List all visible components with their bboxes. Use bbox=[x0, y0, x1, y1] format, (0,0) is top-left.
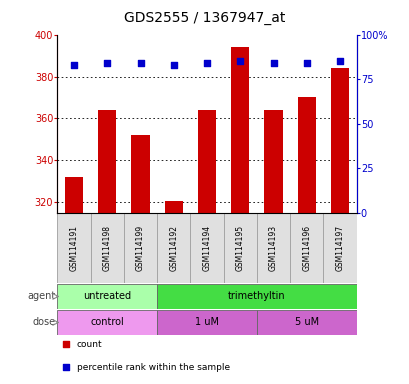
Text: control: control bbox=[90, 318, 124, 328]
Text: count: count bbox=[76, 340, 102, 349]
Bar bbox=[157, 310, 256, 335]
Bar bbox=[297, 98, 315, 213]
Bar bbox=[164, 201, 182, 213]
Bar bbox=[264, 110, 282, 213]
Bar bbox=[190, 213, 223, 283]
Text: GSM114192: GSM114192 bbox=[169, 225, 178, 271]
Bar bbox=[256, 213, 290, 283]
Text: untreated: untreated bbox=[83, 291, 131, 301]
Text: GSM114193: GSM114193 bbox=[268, 225, 277, 271]
Bar bbox=[157, 213, 190, 283]
Bar bbox=[323, 213, 356, 283]
Text: trimethyltin: trimethyltin bbox=[227, 291, 285, 301]
Bar bbox=[330, 68, 348, 213]
Point bbox=[170, 62, 177, 68]
Bar bbox=[223, 213, 256, 283]
Text: dose: dose bbox=[33, 318, 56, 328]
Point bbox=[203, 60, 210, 66]
Point bbox=[137, 60, 144, 66]
Bar bbox=[198, 110, 216, 213]
Bar bbox=[65, 177, 83, 213]
Bar bbox=[131, 135, 149, 213]
Bar bbox=[98, 110, 116, 213]
Text: GSM114197: GSM114197 bbox=[335, 225, 344, 271]
Bar bbox=[290, 213, 323, 283]
Point bbox=[270, 60, 276, 66]
Text: GSM114195: GSM114195 bbox=[235, 225, 244, 271]
Text: percentile rank within the sample: percentile rank within the sample bbox=[76, 363, 229, 372]
Point bbox=[236, 58, 243, 65]
Text: GSM114191: GSM114191 bbox=[70, 225, 79, 271]
Bar bbox=[256, 310, 356, 335]
Bar bbox=[57, 213, 90, 283]
Bar bbox=[231, 47, 249, 213]
Text: GSM114198: GSM114198 bbox=[103, 225, 112, 271]
Bar bbox=[57, 310, 157, 335]
Text: 1 uM: 1 uM bbox=[195, 318, 218, 328]
Text: GDS2555 / 1367947_at: GDS2555 / 1367947_at bbox=[124, 11, 285, 25]
Text: GSM114194: GSM114194 bbox=[202, 225, 211, 271]
Bar bbox=[157, 284, 356, 309]
Text: GSM114199: GSM114199 bbox=[136, 225, 145, 271]
Text: GSM114196: GSM114196 bbox=[301, 225, 310, 271]
Bar bbox=[57, 284, 157, 309]
Bar bbox=[124, 213, 157, 283]
Point bbox=[63, 341, 70, 348]
Point bbox=[71, 62, 77, 68]
Point bbox=[104, 60, 110, 66]
Text: 5 uM: 5 uM bbox=[294, 318, 318, 328]
Point bbox=[63, 364, 70, 371]
Bar bbox=[90, 213, 124, 283]
Text: agent: agent bbox=[27, 291, 56, 301]
Point bbox=[336, 58, 342, 65]
Point bbox=[303, 60, 309, 66]
